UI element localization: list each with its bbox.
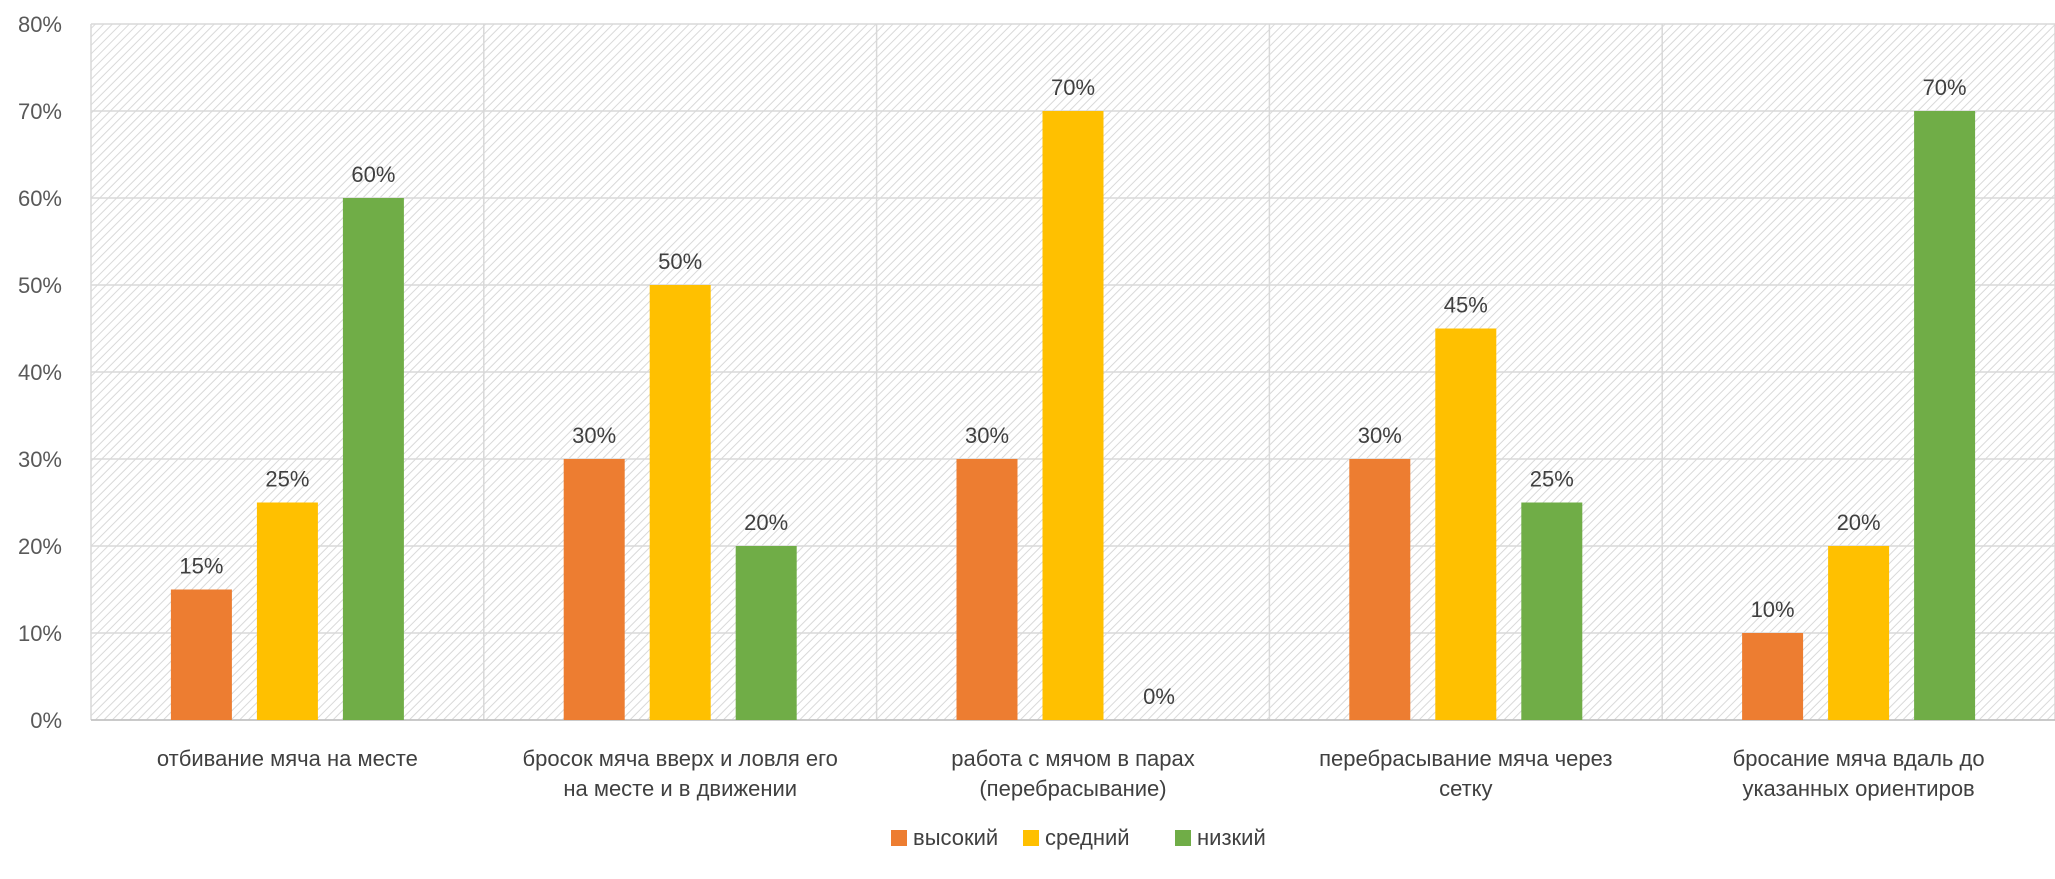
y-axis: 0% 10% 20% 30% 40% 50% 60% 70% 80%	[18, 12, 62, 733]
data-label: 25%	[265, 467, 309, 492]
data-label: 30%	[1358, 423, 1402, 448]
x-category-label-line: отбивание мяча на месте	[157, 746, 418, 771]
data-label: 15%	[179, 554, 223, 579]
data-label: 10%	[1751, 597, 1795, 622]
bar	[1828, 546, 1890, 720]
data-label: 0%	[1143, 684, 1175, 709]
bar	[256, 502, 318, 720]
bar	[342, 198, 404, 720]
legend-label: низкий	[1197, 825, 1266, 850]
y-tick-label: 0%	[30, 708, 62, 733]
y-tick-label: 20%	[18, 534, 62, 559]
legend-swatch	[1023, 830, 1039, 846]
bar	[735, 546, 797, 720]
x-axis: отбивание мяча на месте бросок мяча вверх…	[157, 746, 1985, 801]
legend-swatch	[1175, 830, 1191, 846]
x-category-label-line: бросок мяча вверх и ловля его	[523, 746, 838, 771]
y-tick-label: 30%	[18, 447, 62, 472]
data-label: 70%	[1923, 75, 1967, 100]
bar	[1349, 459, 1411, 720]
y-tick-label: 10%	[18, 621, 62, 646]
bar	[649, 285, 711, 720]
data-label: 20%	[1837, 510, 1881, 535]
x-category-label-line: работа с мячом в парах	[951, 746, 1195, 771]
bar	[1914, 111, 1976, 720]
bar	[170, 589, 232, 720]
bar	[1435, 328, 1497, 720]
bars: 15% 25% 60% 30% 50% 20% 30% 70% 0% 30% 45% 25% 10% 20…	[170, 75, 1976, 720]
x-category-label-line: бросание мяча вдаль до	[1733, 746, 1985, 771]
data-label: 30%	[572, 423, 616, 448]
x-category-label-line: на месте и в движении	[563, 776, 797, 801]
y-tick-label: 60%	[18, 186, 62, 211]
data-label: 50%	[658, 249, 702, 274]
data-label: 45%	[1444, 293, 1488, 318]
x-category-label: работа с мячом в парах (перебрасывание)	[951, 746, 1195, 801]
y-tick-label: 70%	[18, 99, 62, 124]
legend-label: средний	[1045, 825, 1130, 850]
x-category-label: бросание мяча вдаль до указанных ориентир…	[1733, 746, 1985, 801]
x-category-label-line: (перебрасывание)	[979, 776, 1166, 801]
x-category-label: перебрасывание мяча через сетку	[1319, 746, 1612, 801]
y-tick-label: 40%	[18, 360, 62, 385]
x-category-label-line: указанных ориентиров	[1742, 776, 1974, 801]
bar	[1742, 633, 1804, 720]
x-category-label: отбивание мяча на месте	[157, 746, 418, 771]
y-tick-label: 50%	[18, 273, 62, 298]
x-category-label-line: перебрасывание мяча через	[1319, 746, 1612, 771]
legend: высокий средний низкий	[891, 825, 1266, 850]
y-tick-label: 80%	[18, 12, 62, 37]
x-category-label: бросок мяча вверх и ловля его на месте и …	[523, 746, 838, 801]
data-label: 20%	[744, 510, 788, 535]
x-category-label-line: сетку	[1439, 776, 1492, 801]
legend-swatch	[891, 830, 907, 846]
legend-label: высокий	[913, 825, 998, 850]
bar	[1521, 502, 1583, 720]
bar	[563, 459, 625, 720]
bar	[956, 459, 1018, 720]
data-label: 70%	[1051, 75, 1095, 100]
data-label: 60%	[351, 162, 395, 187]
data-label: 30%	[965, 423, 1009, 448]
bar	[1042, 111, 1104, 720]
data-label: 25%	[1530, 467, 1574, 492]
